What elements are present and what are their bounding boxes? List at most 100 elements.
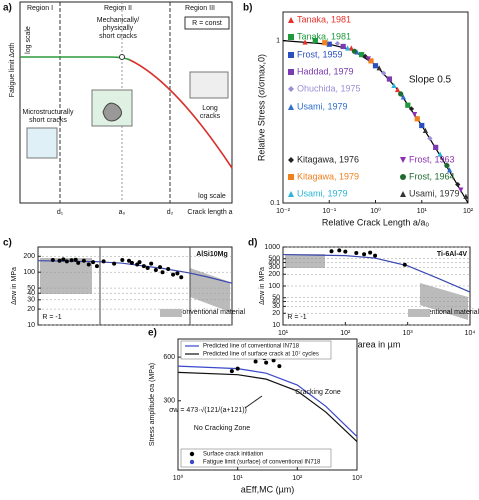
marker <box>394 86 401 93</box>
legend-marker <box>288 174 294 180</box>
marker <box>400 94 406 100</box>
panel-label: e) <box>148 328 157 339</box>
series-line <box>177 365 358 438</box>
marker <box>340 43 346 50</box>
marker <box>372 63 379 69</box>
y-axis-label: Δσw in MPa <box>11 267 18 305</box>
marker <box>368 250 373 255</box>
annotation: Long <box>202 105 218 112</box>
marker <box>391 82 397 88</box>
x-axis-label: aEff,MC (µm) <box>241 484 295 494</box>
marker <box>446 167 453 173</box>
x-tick-label: 10¹ <box>417 208 428 215</box>
marker <box>334 40 340 47</box>
annotation: conventional material <box>179 309 246 316</box>
marker <box>120 258 125 263</box>
marker <box>141 264 146 269</box>
y-tick-label: 30 <box>272 303 280 310</box>
annotation: R = -1 <box>287 314 306 321</box>
marker <box>373 253 378 258</box>
legend-label: Kitagawa, 1979 <box>297 171 359 181</box>
formula-arrow <box>244 395 263 409</box>
marker <box>69 258 74 263</box>
marker <box>153 268 158 273</box>
y-tick-label: 500 <box>268 256 280 263</box>
y-tick-label: 300 <box>163 398 175 405</box>
marker <box>411 112 418 118</box>
marker <box>386 76 393 82</box>
x-axis-label: √area in µm <box>353 339 401 349</box>
legend-label: Usami, 1979 <box>297 188 348 198</box>
x-tick-label: 10⁻² <box>276 208 290 215</box>
legend-marker <box>288 34 294 40</box>
x-tick-label: 10⁻¹ <box>322 208 336 215</box>
y-tick-label: 20 <box>27 306 35 313</box>
legend-label: Predicted line of conventional IN718 <box>203 344 300 350</box>
marker <box>433 144 439 150</box>
legend-marker <box>288 52 294 58</box>
x-tick-label: 10¹ <box>278 330 289 337</box>
marker <box>64 259 69 264</box>
region-label: Region I <box>27 5 53 12</box>
fit-line <box>282 253 471 293</box>
legend-marker <box>288 69 294 75</box>
legend-label: Frost, 1963 <box>409 154 455 164</box>
marker <box>422 127 429 133</box>
y-axis-label: Stress amplitude σa (MPa) <box>149 363 156 446</box>
legend-marker <box>400 157 406 163</box>
y-tick-label: 50 <box>27 285 35 292</box>
marker <box>137 260 142 265</box>
annotation: conventional material <box>413 309 479 316</box>
marker <box>455 181 461 188</box>
annotation: σw = 473·√(121/(a+121)) <box>169 406 247 414</box>
legend-marker <box>400 174 406 180</box>
region-label: Region III <box>185 5 215 12</box>
legend-marker <box>288 191 294 197</box>
x-label: d₂ <box>167 209 174 216</box>
x-tick-label: 10³ <box>403 330 414 337</box>
x-tick-label: 10² <box>292 475 303 482</box>
x-tick-label: 10³ <box>352 475 363 482</box>
annotation: AlSi10Mg <box>196 251 228 258</box>
y-tick-label: 30 <box>27 297 35 304</box>
legend-label: Usami, 1979 <box>297 101 348 111</box>
annotation: log scale <box>198 193 226 200</box>
x-label: d₁ <box>57 209 64 216</box>
marker <box>166 266 171 271</box>
legend-swatch <box>160 309 182 317</box>
legend-label: Predicted line of surface crack at 10⁷ c… <box>203 351 319 358</box>
marker <box>405 102 411 108</box>
marker <box>408 106 415 112</box>
marker <box>414 116 420 122</box>
panel-label: b) <box>243 3 252 14</box>
legend-label: Fatigue limit (surface) of conventional … <box>203 460 321 466</box>
marker <box>145 266 150 271</box>
marker <box>57 258 62 263</box>
legend-label: Surface crack initiation <box>203 452 263 458</box>
legend-label: Usami, 1979 <box>409 188 460 198</box>
x-tick-label: 10⁰ <box>173 474 184 482</box>
legend-marker <box>288 17 294 23</box>
series-line <box>177 371 358 443</box>
marker <box>50 258 55 263</box>
icon-micro <box>26 127 58 159</box>
y-tick-label: 600 <box>163 354 175 361</box>
marker <box>76 260 81 265</box>
y-tick-label: 1 <box>276 37 280 44</box>
conventional-band <box>190 268 230 312</box>
legend-label: Tanaka, 1981 <box>297 31 351 41</box>
x-tick-label: 10¹ <box>233 475 244 482</box>
marker <box>86 262 91 267</box>
conventional-band <box>285 254 325 268</box>
marker <box>277 364 282 369</box>
y-tick-label: 10 <box>272 322 280 329</box>
marker <box>343 249 348 254</box>
y-tick-label: 400 <box>268 259 280 266</box>
legend-label: Haddad, 1979 <box>297 66 354 76</box>
x-axis-label: Relative Crack Length a/a₀ <box>322 217 430 227</box>
marker <box>73 257 78 262</box>
x-tick-label: 10² <box>463 208 474 215</box>
y-tick-label: 40 <box>27 290 35 297</box>
legend-label: Frost, 1964 <box>409 171 455 181</box>
